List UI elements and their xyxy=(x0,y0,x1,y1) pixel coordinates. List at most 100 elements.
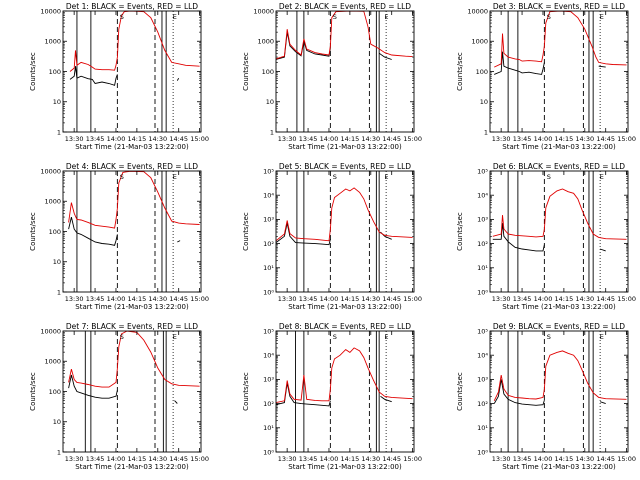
x-tick-label: 14:45 xyxy=(382,295,401,303)
y-tick-label: 1 xyxy=(57,448,61,456)
x-axis-label: Start Time (21-Mar-03 13:22:00) xyxy=(75,143,189,151)
y-tick-label: 1000 xyxy=(471,38,488,46)
x-tick-label: 14:15 xyxy=(555,455,574,463)
lld-series-line xyxy=(69,11,200,72)
x-tick-label: 14:00 xyxy=(320,135,339,143)
y-tick-label: 10000 xyxy=(40,7,61,15)
marker-label: S xyxy=(120,333,124,341)
y-tick-label: 10³ xyxy=(263,376,274,384)
y-tick-label: 1000 xyxy=(44,198,61,206)
x-tick-label: 15:00 xyxy=(617,135,636,143)
x-tick-label: 14:15 xyxy=(341,455,360,463)
y-tick-label: 1000 xyxy=(44,38,61,46)
marker-label: S xyxy=(333,13,337,21)
y-tick-label: 10¹ xyxy=(477,264,488,272)
x-tick-label: 14:30 xyxy=(361,135,380,143)
y-tick-label: 10¹ xyxy=(263,424,274,432)
x-tick-label: 14:00 xyxy=(320,455,339,463)
y-axis-label: Counts/sec xyxy=(242,212,250,251)
y-tick-label: 100 xyxy=(49,68,61,76)
y-tick-label: 1000 xyxy=(257,38,274,46)
x-tick-label: 15:00 xyxy=(403,455,422,463)
marker-label: E xyxy=(600,333,604,341)
x-tick-label: 14:15 xyxy=(341,295,360,303)
plot-area xyxy=(490,331,627,452)
x-tick-label: 13:30 xyxy=(278,295,297,303)
marker-label: S xyxy=(120,13,124,21)
x-tick-label: 14:45 xyxy=(169,135,188,143)
y-tick-label: 10⁰ xyxy=(263,448,274,456)
y-axis-label: Counts/sec xyxy=(29,372,37,411)
x-axis-label: Start Time (21-Mar-03 13:22:00) xyxy=(502,303,616,311)
x-tick-label: 14:45 xyxy=(169,295,188,303)
plot-frame xyxy=(62,170,202,293)
y-tick-label: 10¹ xyxy=(477,424,488,432)
x-axis-label: Start Time (21-Mar-03 13:22:00) xyxy=(502,463,616,471)
y-tick-label: 1 xyxy=(270,128,274,136)
marker-label: S xyxy=(333,333,337,341)
events-series-line xyxy=(68,374,178,404)
y-axis-label: Counts/sec xyxy=(456,52,464,91)
y-tick-label: 10⁴ xyxy=(477,192,488,200)
plot-frame xyxy=(489,10,629,133)
x-tick-label: 14:45 xyxy=(382,455,401,463)
marker-label: E xyxy=(600,173,604,181)
x-tick-label: 14:00 xyxy=(534,455,553,463)
panel-4: 1 10 100 1000 10000 13:30 13:45 14:00 14:15 14:30… xyxy=(29,162,209,311)
x-tick-label: 14:30 xyxy=(361,295,380,303)
y-tick-label: 10⁵ xyxy=(477,167,488,175)
y-axis-label: Counts/sec xyxy=(456,372,464,411)
y-tick-label: 10000 xyxy=(40,327,61,335)
y-tick-label: 10² xyxy=(263,240,274,248)
x-tick-label: 13:30 xyxy=(65,135,84,143)
y-tick-label: 100 xyxy=(262,68,274,76)
x-tick-label: 13:30 xyxy=(492,295,511,303)
marker-label: S xyxy=(120,173,124,181)
panel-title: Det 7: BLACK = Events, RED = LLD xyxy=(66,322,198,331)
y-tick-label: 10000 xyxy=(40,167,61,175)
lld-series-line xyxy=(492,188,627,240)
x-tick-label: 13:45 xyxy=(299,295,318,303)
marker-label: E xyxy=(384,173,388,181)
y-axis-label: Counts/sec xyxy=(242,372,250,411)
x-axis-label: Start Time (21-Mar-03 13:22:00) xyxy=(502,143,616,151)
plot-area xyxy=(490,171,627,292)
panel-title: Det 1: BLACK = Events, RED = LLD xyxy=(66,2,198,11)
panel-1: 1 10 100 1000 10000 13:30 13:45 14:00 14:15 14:30… xyxy=(29,2,209,151)
x-tick-label: 14:30 xyxy=(575,295,594,303)
x-tick-label: 13:30 xyxy=(492,455,511,463)
x-tick-label: 15:00 xyxy=(403,295,422,303)
x-tick-label: 13:30 xyxy=(492,135,511,143)
y-tick-label: 10 xyxy=(53,418,61,426)
x-tick-label: 13:45 xyxy=(513,135,532,143)
x-tick-label: 14:45 xyxy=(382,135,401,143)
x-tick-label: 15:00 xyxy=(190,295,209,303)
x-tick-label: 14:30 xyxy=(148,455,167,463)
y-tick-label: 10⁴ xyxy=(263,352,274,360)
marker-label: E xyxy=(384,333,388,341)
marker-label: E xyxy=(384,13,388,21)
x-tick-label: 14:15 xyxy=(341,135,360,143)
marker-label: E xyxy=(600,13,604,21)
y-tick-label: 1000 xyxy=(44,358,61,366)
x-tick-label: 14:15 xyxy=(555,135,574,143)
y-tick-label: 10000 xyxy=(253,7,274,15)
x-tick-label: 14:45 xyxy=(596,295,615,303)
plot-area xyxy=(490,11,627,132)
plot-frame xyxy=(275,170,415,293)
marker-label: S xyxy=(333,173,337,181)
lld-series-line xyxy=(493,350,627,401)
panel-3: 1 10 100 1000 10000 13:30 13:45 14:00 14:15 14:30… xyxy=(456,2,636,151)
y-tick-label: 100 xyxy=(476,68,488,76)
marker-label: S xyxy=(547,13,551,21)
plot-frame xyxy=(489,330,629,453)
y-tick-label: 10³ xyxy=(263,216,274,224)
y-tick-label: 10² xyxy=(263,400,274,408)
x-tick-label: 13:45 xyxy=(86,135,105,143)
lld-series-line xyxy=(276,347,413,404)
x-tick-label: 15:00 xyxy=(617,295,636,303)
